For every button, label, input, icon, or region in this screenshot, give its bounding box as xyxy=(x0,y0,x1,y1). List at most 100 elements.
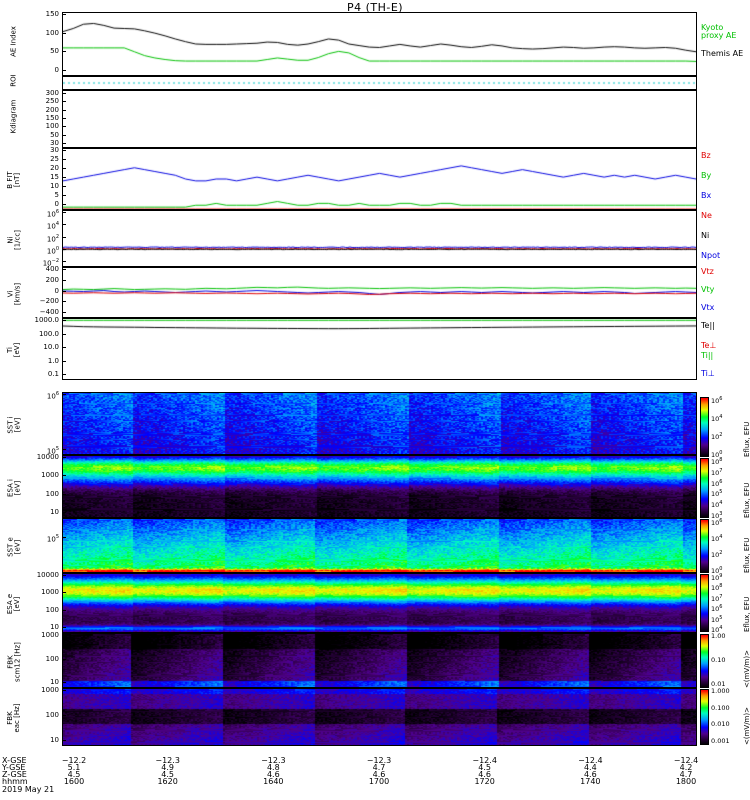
tickmark xyxy=(62,186,66,187)
panel-fbk_scm xyxy=(62,633,697,688)
xtick-xgse: −12.4 xyxy=(673,756,699,765)
colorbar-tick: 102 xyxy=(711,432,723,442)
ytick-ti-0: 1000.0 xyxy=(34,316,60,324)
legend-label: Vtx xyxy=(701,303,715,312)
colorbar-cb_sst_i xyxy=(700,397,709,457)
colorbar-tick: 103 xyxy=(711,511,723,521)
colorbar-tick: 1.00 xyxy=(711,632,726,640)
tickmark xyxy=(62,301,66,303)
legend-label: By xyxy=(701,171,712,180)
date-label: 2019 May 21 xyxy=(2,785,55,794)
colorbar-tick: 107 xyxy=(711,593,723,603)
panel-sst_e xyxy=(62,518,697,573)
tickmark xyxy=(62,269,66,270)
colorbar-tick: 0.01 xyxy=(711,680,726,688)
ytick-fbk_scm-2: 10 xyxy=(50,678,59,686)
ylabel-fbk_eac: FBK eac [Hz] xyxy=(6,703,21,733)
ylabel-kdiag: Kdiagram xyxy=(9,99,18,134)
ytick-bfit-6: 0 xyxy=(54,200,59,208)
ytick-vi-2: 0 xyxy=(54,286,59,295)
tickmark xyxy=(62,143,66,144)
ytick-ni-0: 106 xyxy=(46,209,59,219)
xtick-ygse: 4.5 xyxy=(478,763,492,772)
tickmark xyxy=(62,512,66,513)
ylabel-fbk_scm: FBK scm12 [Hz] xyxy=(6,641,21,682)
panel-sst_i xyxy=(62,392,697,455)
ylabel-ni: Ni [1/cc] xyxy=(6,229,21,250)
tickmark xyxy=(62,224,66,226)
tickmark xyxy=(62,537,66,539)
colorbar-tick: 106 xyxy=(711,478,723,488)
tickmark xyxy=(62,493,66,495)
xaxis-row-label: hhmm xyxy=(2,777,28,786)
tickmark xyxy=(62,347,66,348)
panel-esa_i xyxy=(62,455,697,518)
ytick-ti-1: 100.0 xyxy=(38,329,59,338)
ytick-sst_i-0: 106 xyxy=(46,391,59,401)
panel-roi xyxy=(62,76,697,90)
ytick-fbk_eac-1: 100 xyxy=(45,711,59,719)
xtick-xgse: −12.3 xyxy=(366,756,392,765)
colorbar-title: <(mV/m)> xyxy=(743,707,750,745)
colorbar-cb_sst_e xyxy=(700,519,709,573)
ytick-esa_i-1: 1000 xyxy=(41,471,59,480)
tickmark xyxy=(62,682,66,683)
tickmark xyxy=(62,168,66,169)
ytick-bfit-5: 5 xyxy=(54,191,59,199)
xtick-zgse: 4.6 xyxy=(478,770,492,779)
tickmark xyxy=(62,51,66,53)
colorbar-tick: 106 xyxy=(711,604,723,614)
tickmark xyxy=(62,609,66,611)
ytick-fbk_scm-0: 1000 xyxy=(41,631,59,639)
xtick-zgse: 4.6 xyxy=(266,770,280,779)
colorbar-tick: 0.010 xyxy=(711,720,730,729)
tickmark xyxy=(62,177,66,178)
colorbar-tick: 100 xyxy=(711,566,723,576)
tickmark xyxy=(62,690,66,691)
ytick-bfit-0: 30 xyxy=(50,146,59,154)
colorbar-tick: 106 xyxy=(711,518,723,528)
colorbar-tick: 108 xyxy=(711,583,723,593)
xtick-hhmm: 1640 xyxy=(263,777,284,786)
ytick-fbk_eac-0: 1000 xyxy=(41,686,59,694)
ytick-kdiag-2: 200 xyxy=(45,105,59,114)
ytick-sst_e-0: 105 xyxy=(46,534,59,544)
xtick-hhmm: 1800 xyxy=(675,777,697,786)
ytick-esa_i-0: 10000 xyxy=(36,453,59,461)
tickmark xyxy=(62,658,66,660)
legend-label: Ti⊥ xyxy=(701,369,715,378)
tickmark xyxy=(62,360,66,362)
ylabel-esa_e: ESA e [eV] xyxy=(6,593,21,615)
xtick-ygse: 4.7 xyxy=(372,763,386,772)
xtick-ygse: 4.2 xyxy=(679,763,693,772)
xtick-xgse: −12.2 xyxy=(61,756,87,765)
ytick-ni-3: 100 xyxy=(46,245,59,256)
tickmark xyxy=(62,320,66,321)
panel-esa_e xyxy=(62,573,697,633)
legend-label: Ti|| xyxy=(701,351,714,360)
tickmark xyxy=(62,212,66,213)
xtick-ygse: 5.1 xyxy=(67,763,81,772)
ytick-ti-2: 10.0 xyxy=(43,343,59,351)
legend-label: Ne xyxy=(701,211,712,220)
ytick-esa_e-2: 100 xyxy=(45,605,59,614)
xtick-hhmm: 1620 xyxy=(157,777,178,786)
ytick-ti-4: 0.1 xyxy=(47,370,59,378)
tickmark xyxy=(62,715,66,716)
ytick-kdiag-5: 50 xyxy=(50,130,59,139)
tickmark xyxy=(62,248,66,250)
xtick-ygse: 4.4 xyxy=(583,763,597,772)
colorbar-title: Eflux, EFU xyxy=(743,421,750,457)
xtick-zgse: 4.5 xyxy=(67,770,81,779)
xtick-zgse: 4.7 xyxy=(679,770,693,779)
ytick-kdiag-6: 30 xyxy=(50,139,59,147)
ytick-bfit-3: 15 xyxy=(50,173,59,181)
tickmark xyxy=(62,457,66,458)
colorbar-tick: 107 xyxy=(711,467,723,477)
colorbar-tick: 1.000 xyxy=(711,687,730,695)
panel-bfit xyxy=(62,148,697,210)
ytick-kdiag-0: 300 xyxy=(45,89,59,97)
tickmark xyxy=(62,32,66,34)
xtick-zgse: 4.6 xyxy=(372,770,386,779)
